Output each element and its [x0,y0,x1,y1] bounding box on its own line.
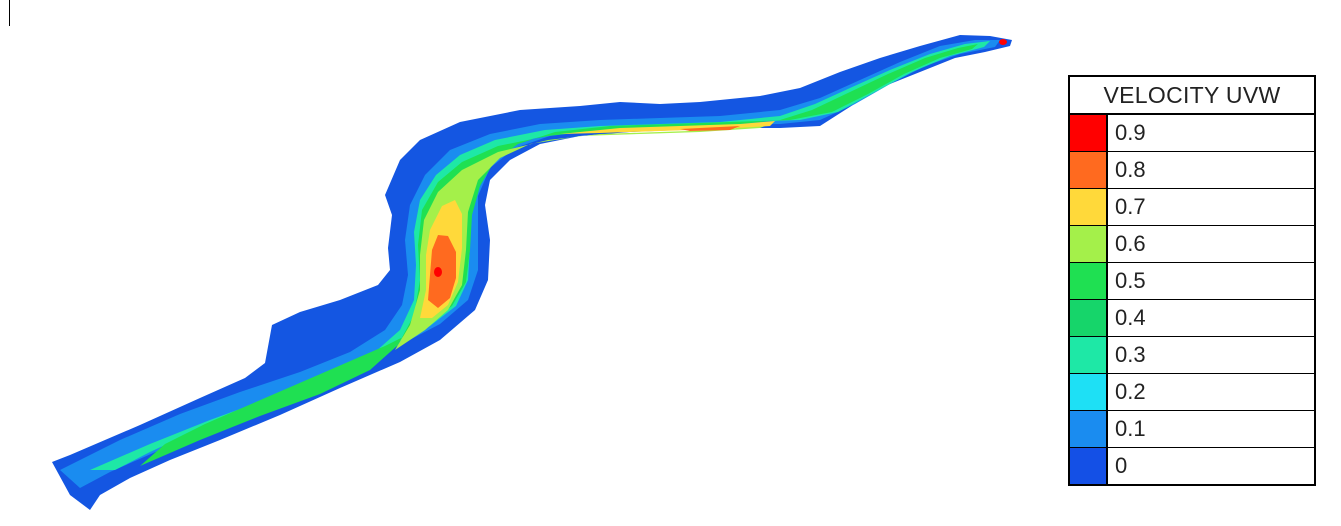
legend-swatch [1070,300,1108,336]
velocity-legend: VELOCITY UVW 0.9 0.8 0.7 0.6 0.5 0.4 0.3 0.2 0.1… [1068,75,1316,486]
river-yellow-streak [560,121,775,134]
legend-label: 0.5 [1115,268,1146,293]
river-velocity-plot [52,35,1012,510]
legend-entry: 0.4 [1070,300,1314,337]
legend-entry: 0.5 [1070,263,1314,300]
legend-entry: 0.8 [1070,152,1314,189]
legend-swatch [1070,448,1108,484]
legend-title: VELOCITY UVW [1070,77,1314,115]
legend-swatch [1070,226,1108,262]
legend-label: 0.8 [1115,157,1146,182]
river-red-spot [434,267,442,277]
legend-swatch [1070,411,1108,447]
legend-label: 0.1 [1115,416,1146,441]
legend-entry: 0.9 [1070,115,1314,152]
legend-entry: 0.2 [1070,374,1314,411]
legend-label: 0.4 [1115,305,1146,330]
legend-swatch [1070,263,1108,299]
legend-swatch [1070,189,1108,225]
river-orange-zone [428,235,456,308]
legend-entry: 0.3 [1070,337,1314,374]
legend-label: 0.9 [1115,120,1146,145]
river-red-spot-outlet [999,39,1007,45]
legend-swatch [1070,374,1108,410]
river-fast-zone [140,44,978,466]
legend-entry: 0.6 [1070,226,1314,263]
legend-swatch [1070,115,1108,151]
legend-label: 0.3 [1115,342,1146,367]
legend-entry: 0.7 [1070,189,1314,226]
cursor-line [9,0,10,26]
legend-swatch [1070,337,1108,373]
legend-entry: 0 [1070,448,1314,484]
river-orange-streak [680,126,740,131]
legend-label: 0 [1115,453,1128,478]
legend-swatch [1070,152,1108,188]
river-shallow-zone [60,40,1000,488]
legend-label: 0.6 [1115,231,1146,256]
legend-entry: 0.1 [1070,411,1314,448]
legend-label: 0.7 [1115,194,1146,219]
legend-label: 0.2 [1115,379,1146,404]
